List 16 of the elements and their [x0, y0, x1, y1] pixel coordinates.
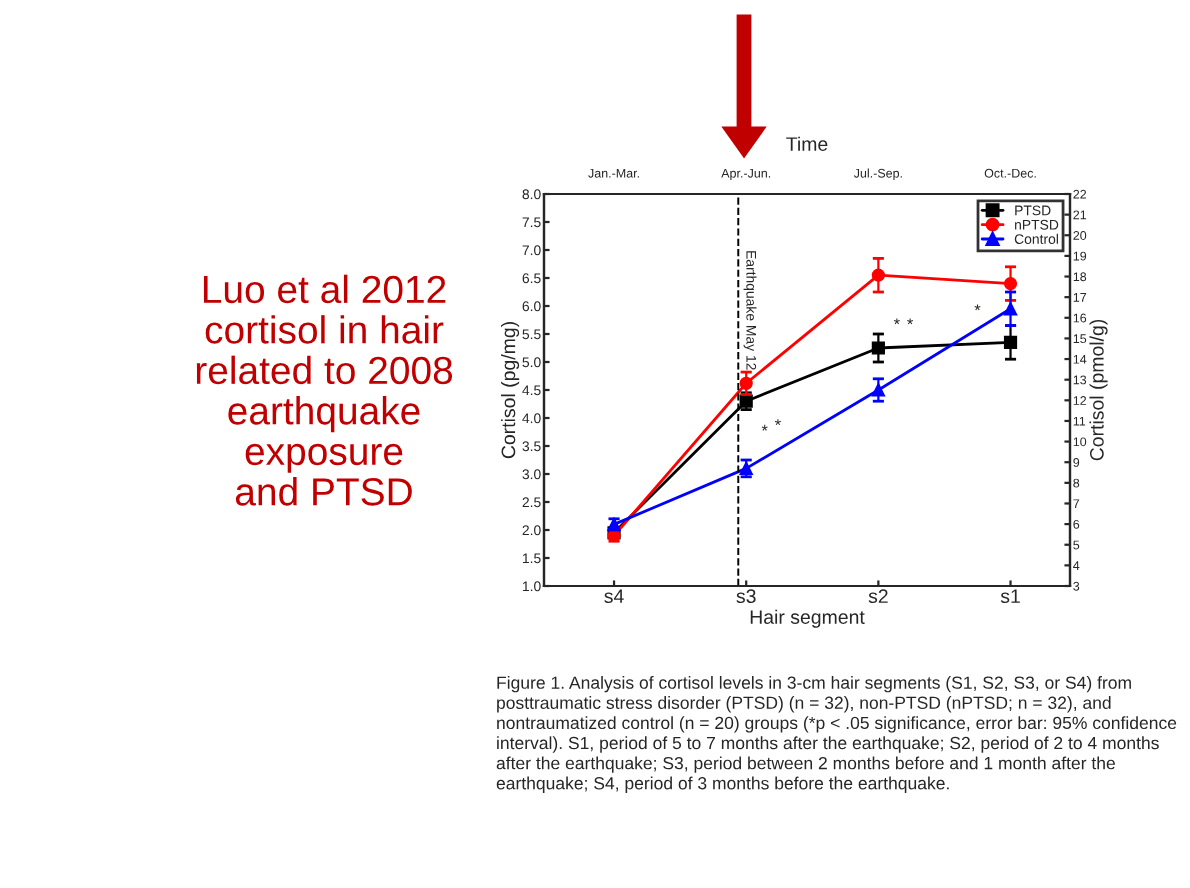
y2-axis-title: Cortisol (pmol/g)	[1089, 319, 1108, 461]
annotation: *	[893, 318, 900, 325]
x-axis-title: Hair segment	[750, 609, 865, 628]
annotation: *	[774, 419, 781, 426]
y-axis-title: Cortisol (pg/mg)	[501, 322, 520, 459]
text: Time	[786, 136, 828, 151]
x-tick-label: s3	[736, 589, 756, 604]
annotation: *	[974, 304, 981, 311]
point	[871, 341, 885, 355]
text: Luo et al 2012 cortisol in hair related to 2008 earthquake exposure and PTSD	[196, 274, 453, 506]
x-tick-label: s1	[1000, 589, 1020, 604]
x-tick-label: s2	[868, 589, 888, 604]
x-tick-label: s4	[604, 589, 624, 604]
caption: Figure 1. Analysis of cortisol levels in 3-cm hair segments (S1, S2, S3, or S4) from posttraumatic stress disorder (PTSD) (n = 32), non-PTSD (nPTSD; n = 32), and nontraumatized control (n = 20) groups (*p < .05 significance, error bar: 95% confidence interval). S1, period of 5 to 7 months after the earthquake; S2, period of 2 to 4 months after the earthquake; S3, period between 2 months before and 1 month after the earthquake; S4, period of 3 months before the earthquake.	[496, 676, 1177, 793]
annotation: *	[907, 318, 914, 325]
annotation: *	[761, 424, 768, 431]
